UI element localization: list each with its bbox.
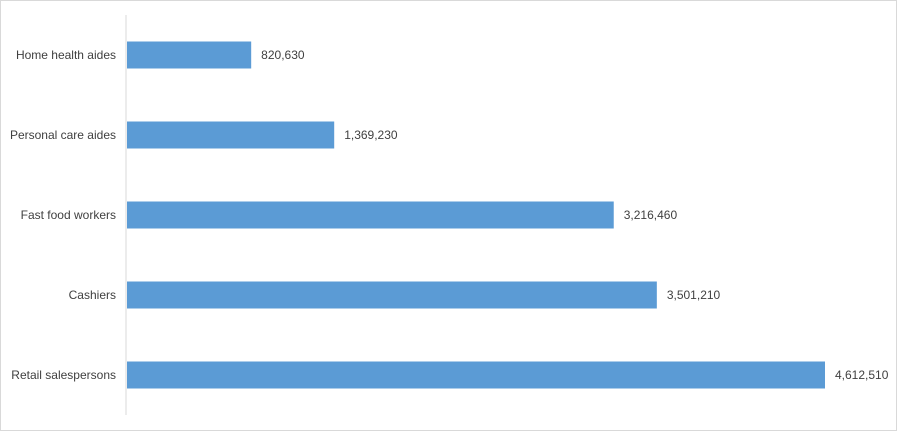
category-label-cashiers: Cashiers bbox=[69, 288, 116, 302]
value-labels-group: 820,630 1,369,230 3,216,460 3,501,210 4,612,… bbox=[261, 48, 889, 382]
category-label-fast-food-workers: Fast food workers bbox=[21, 208, 116, 222]
category-label-retail-salespersons: Retail salespersons bbox=[11, 368, 116, 382]
value-label-fast-food-workers: 3,216,460 bbox=[624, 208, 678, 222]
category-label-personal-care-aides: Personal care aides bbox=[10, 128, 116, 142]
value-label-retail-salespersons: 4,612,510 bbox=[835, 368, 889, 382]
bar-home-health-aides bbox=[127, 41, 252, 69]
category-label-home-health-aides: Home health aides bbox=[16, 48, 116, 62]
bar-cashiers bbox=[127, 281, 657, 309]
value-label-cashiers: 3,501,210 bbox=[667, 288, 721, 302]
bar-retail-salespersons bbox=[127, 361, 825, 389]
bar-fast-food-workers bbox=[127, 201, 614, 229]
value-label-personal-care-aides: 1,369,230 bbox=[344, 128, 398, 142]
value-label-home-health-aides: 820,630 bbox=[261, 48, 305, 62]
category-labels-group: Home health aides Personal care aides Fast… bbox=[10, 48, 116, 382]
bar-personal-care-aides bbox=[127, 121, 335, 149]
bars-group bbox=[127, 41, 825, 389]
